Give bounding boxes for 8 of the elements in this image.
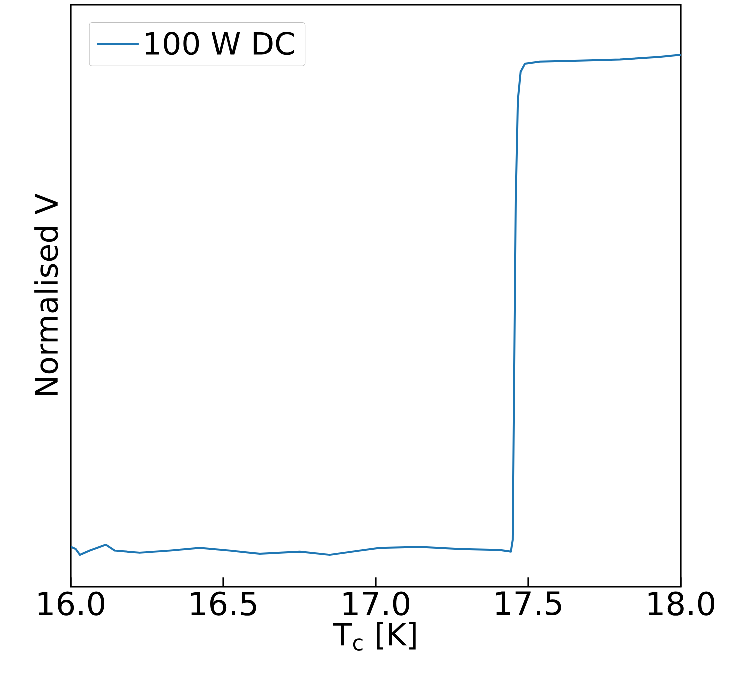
x-tick-label: 16.0 [38, 592, 104, 616]
legend-label: 100 W DC [146, 32, 294, 56]
x-tick-label: 17.5 [496, 592, 562, 616]
y-axis-title: Normalised V [34, 194, 58, 396]
x-axis-title: T$_{c}$ [K] [333, 622, 416, 651]
x-tick-label: 17.0 [344, 592, 410, 616]
x-tick-label: 16.5 [191, 592, 256, 616]
x-tick-label: 18.0 [648, 592, 714, 616]
